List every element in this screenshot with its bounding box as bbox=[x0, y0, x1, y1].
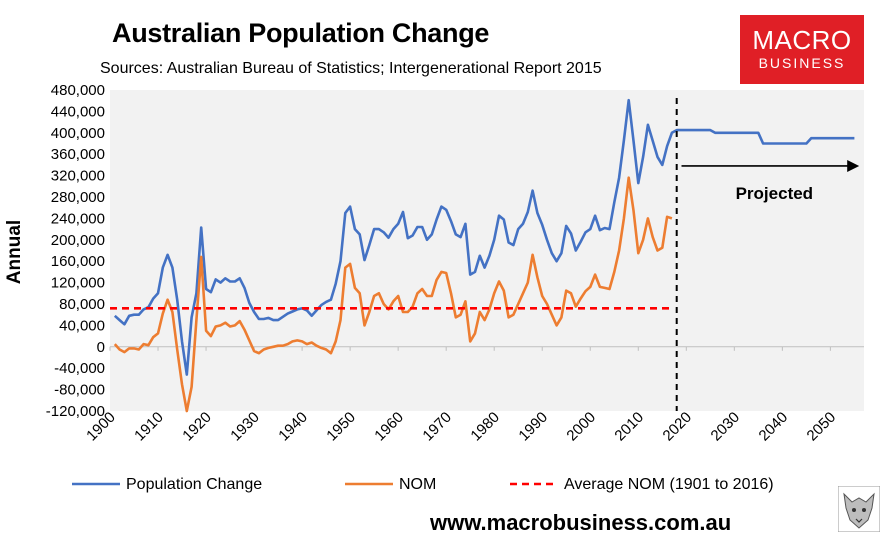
x-tick-label: 2010 bbox=[611, 409, 647, 445]
plot-area bbox=[110, 90, 864, 411]
x-tick-label: 1980 bbox=[467, 409, 503, 445]
legend: Population Change NOM Average NOM (1901 to… bbox=[72, 476, 774, 493]
y-tick-label: 160,000 bbox=[51, 253, 105, 270]
y-tick-label: -80,000 bbox=[54, 382, 105, 399]
logo-line-1: MACRO bbox=[752, 25, 852, 55]
page-subtitle: Sources: Australian Bureau of Statistics… bbox=[100, 60, 602, 77]
x-tick-label: 2030 bbox=[708, 409, 744, 445]
y-tick-label: 240,000 bbox=[51, 210, 105, 227]
legend-label: NOM bbox=[399, 476, 436, 493]
x-tick-label: 1970 bbox=[419, 409, 455, 445]
x-tick-label: 1910 bbox=[131, 409, 167, 445]
y-tick-label: 80,000 bbox=[59, 296, 105, 313]
page-title: Australian Population Change bbox=[112, 18, 490, 48]
y-tick-label: 440,000 bbox=[51, 103, 105, 120]
nom-line bbox=[113, 176, 673, 413]
x-tick-label: 2040 bbox=[756, 409, 792, 445]
y-tick-label: 280,000 bbox=[51, 189, 105, 206]
x-tick-label: 1920 bbox=[179, 409, 215, 445]
x-tick-label: 2020 bbox=[660, 409, 696, 445]
y-tick-label: 320,000 bbox=[51, 168, 105, 185]
macrobusiness-logo: MACRO BUSINESS bbox=[740, 15, 864, 84]
y-tick-label: 200,000 bbox=[51, 232, 105, 249]
x-tick-label: 1950 bbox=[323, 409, 359, 445]
y-tick-label: 360,000 bbox=[51, 146, 105, 163]
y-tick-label: 40,000 bbox=[59, 317, 105, 334]
y-tick-label: 480,000 bbox=[51, 82, 105, 99]
y-axis-ticks: -120,000 -80,000 -40,000 0 40,000 80,000 120,0… bbox=[46, 82, 105, 420]
y-tick-label: -120,000 bbox=[46, 403, 105, 420]
y-axis-label: Annual bbox=[4, 220, 25, 284]
series-lines bbox=[110, 98, 855, 413]
y-tick-label: 0 bbox=[97, 339, 105, 356]
wolf-icon bbox=[838, 486, 880, 532]
footer-url[interactable]: www.macrobusiness.com.au bbox=[430, 510, 732, 535]
x-tick-label: 1960 bbox=[371, 409, 407, 445]
y-tick-label: 120,000 bbox=[51, 275, 105, 292]
y-tick-label: 400,000 bbox=[51, 125, 105, 142]
x-tick-label: 2050 bbox=[804, 409, 840, 445]
projected-label: Projected bbox=[736, 184, 813, 203]
projected-annotation: Projected bbox=[681, 159, 860, 203]
projected-arrow-head bbox=[847, 159, 860, 172]
legend-label: Average NOM (1901 to 2016) bbox=[564, 476, 774, 493]
x-tick-label: 1990 bbox=[515, 409, 551, 445]
y-tick-label: -40,000 bbox=[54, 360, 105, 377]
population-change-line bbox=[113, 98, 855, 376]
x-tick-label: 1940 bbox=[275, 409, 311, 445]
x-tick-label: 2000 bbox=[563, 409, 599, 445]
x-tick-label: 1930 bbox=[227, 409, 263, 445]
legend-label: Population Change bbox=[126, 476, 262, 493]
logo-line-2: BUSINESS bbox=[758, 55, 846, 71]
